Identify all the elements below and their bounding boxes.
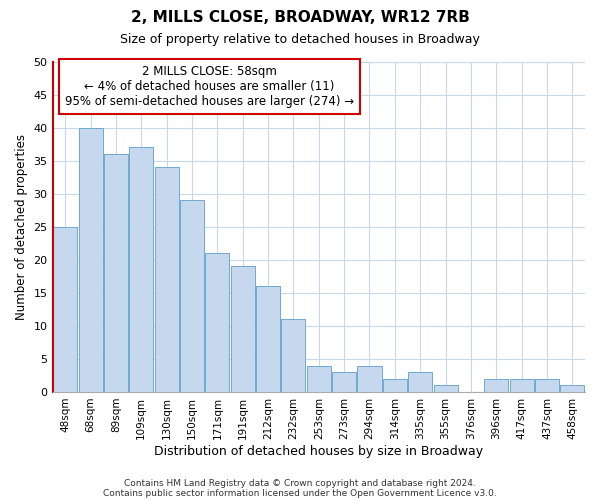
Bar [408, 372, 432, 392]
Bar [230, 266, 255, 392]
Bar [53, 226, 77, 392]
Y-axis label: Number of detached properties: Number of detached properties [15, 134, 28, 320]
Bar [79, 128, 103, 392]
Bar [205, 253, 229, 392]
X-axis label: Distribution of detached houses by size in Broadway: Distribution of detached houses by size … [154, 444, 484, 458]
Bar [434, 386, 458, 392]
Text: Contains public sector information licensed under the Open Government Licence v3: Contains public sector information licen… [103, 488, 497, 498]
Bar [535, 378, 559, 392]
Bar [180, 200, 204, 392]
Bar [560, 386, 584, 392]
Bar [484, 378, 508, 392]
Bar [332, 372, 356, 392]
Bar [509, 378, 533, 392]
Bar [358, 366, 382, 392]
Text: 2 MILLS CLOSE: 58sqm
← 4% of detached houses are smaller (11)
95% of semi-detach: 2 MILLS CLOSE: 58sqm ← 4% of detached ho… [65, 65, 354, 108]
Text: Contains HM Land Registry data © Crown copyright and database right 2024.: Contains HM Land Registry data © Crown c… [124, 478, 476, 488]
Bar [256, 286, 280, 392]
Bar [281, 320, 305, 392]
Text: Size of property relative to detached houses in Broadway: Size of property relative to detached ho… [120, 32, 480, 46]
Text: 2, MILLS CLOSE, BROADWAY, WR12 7RB: 2, MILLS CLOSE, BROADWAY, WR12 7RB [131, 10, 469, 25]
Bar [383, 378, 407, 392]
Bar [129, 148, 154, 392]
Bar [104, 154, 128, 392]
Bar [307, 366, 331, 392]
Bar [155, 167, 179, 392]
